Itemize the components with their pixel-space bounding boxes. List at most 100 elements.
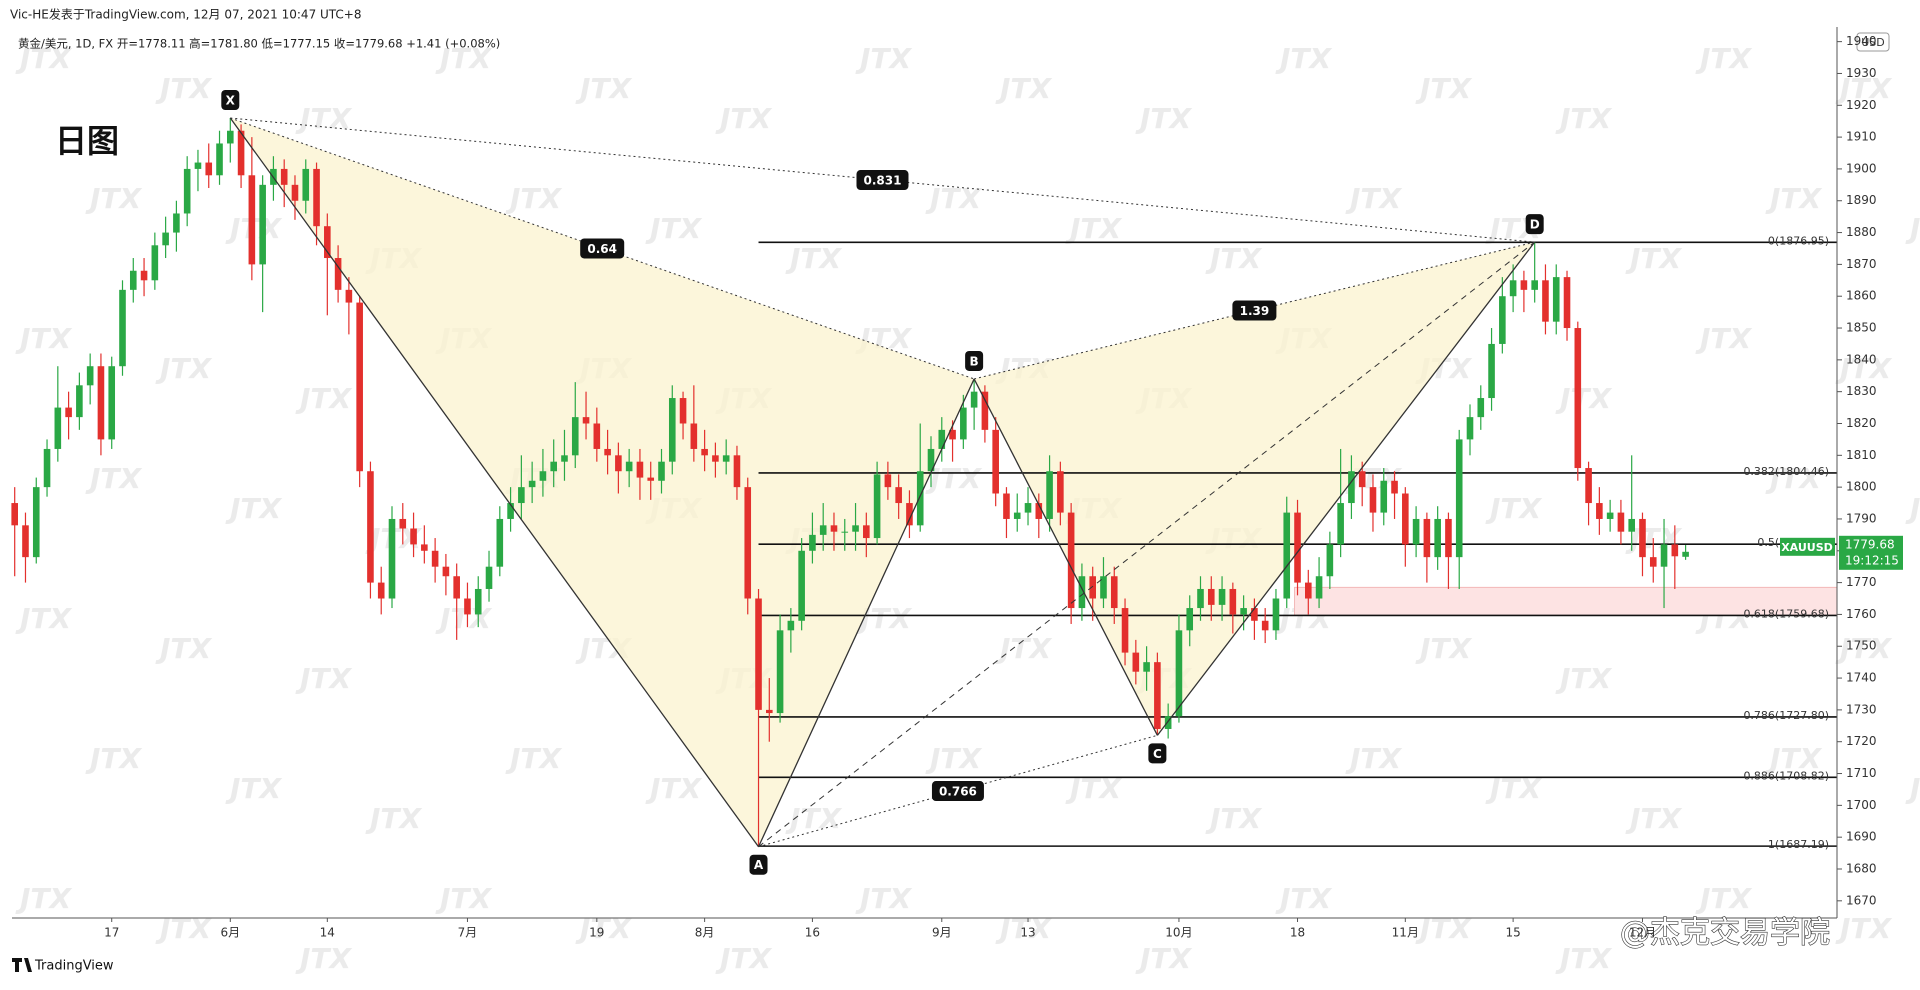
y-tick-label: 1700 bbox=[1846, 798, 1877, 812]
candle-body bbox=[776, 630, 784, 714]
candle-body bbox=[668, 398, 676, 462]
candle-body bbox=[1024, 503, 1032, 513]
y-tick-label: 1930 bbox=[1846, 66, 1877, 80]
candle-body bbox=[625, 461, 633, 472]
candle-body bbox=[593, 423, 601, 449]
watermark: JTX bbox=[85, 742, 143, 775]
candle-body bbox=[798, 550, 805, 621]
candle-body bbox=[1358, 471, 1366, 488]
watermark: JTX bbox=[1905, 492, 1920, 525]
candle-body bbox=[345, 289, 353, 303]
watermark: JTX bbox=[995, 632, 1053, 665]
watermark: JTX bbox=[85, 462, 143, 495]
candle-body bbox=[22, 525, 29, 558]
x-tick-label: 16 bbox=[805, 926, 820, 940]
y-tick-label: 1870 bbox=[1846, 257, 1877, 271]
pattern-leg bbox=[757, 378, 975, 847]
point-label: A bbox=[754, 858, 764, 872]
series-badge bbox=[1780, 537, 1835, 556]
candle-body bbox=[205, 162, 213, 176]
watermark: JTX bbox=[925, 462, 983, 495]
candle-body bbox=[1175, 630, 1183, 717]
candle-body bbox=[1628, 518, 1635, 532]
watermark: JTX bbox=[1485, 492, 1543, 525]
watermark: JTX bbox=[1765, 462, 1823, 495]
candle-body bbox=[1563, 277, 1571, 329]
candle-body bbox=[410, 528, 417, 545]
watermark: JTX bbox=[1345, 742, 1403, 775]
watermark: JTX bbox=[15, 602, 73, 635]
candle-body bbox=[324, 226, 331, 259]
y-tick-label: 1940 bbox=[1846, 34, 1877, 48]
x-tick-label: 9月 bbox=[932, 926, 952, 940]
watermark: JTX bbox=[855, 42, 913, 75]
candle-body bbox=[108, 366, 116, 440]
candle-body bbox=[1132, 652, 1140, 672]
candle-body bbox=[54, 407, 62, 449]
x-tick-label: 14 bbox=[320, 926, 335, 940]
pattern-leg bbox=[973, 378, 1158, 736]
candle-body bbox=[1369, 487, 1377, 513]
y-tick-label: 1860 bbox=[1846, 289, 1877, 303]
candle-body bbox=[647, 477, 655, 481]
candle-body bbox=[1412, 518, 1420, 545]
x-tick-label: 18 bbox=[1290, 926, 1305, 940]
point-label: X bbox=[226, 94, 236, 108]
candle-body bbox=[960, 407, 967, 440]
watermark: JTX bbox=[1205, 802, 1263, 835]
candle-body bbox=[507, 503, 514, 519]
watermark: JTX bbox=[575, 72, 633, 105]
candle-body bbox=[97, 366, 105, 440]
candle-body bbox=[291, 184, 299, 201]
candle-body bbox=[194, 162, 202, 169]
candle-body bbox=[399, 518, 407, 529]
candle-body bbox=[421, 544, 428, 551]
pattern-leg bbox=[1156, 241, 1536, 736]
watermark: JTX bbox=[925, 182, 983, 215]
candle-body bbox=[1434, 518, 1441, 558]
candle-body bbox=[1488, 343, 1495, 399]
watermark: JTX bbox=[225, 772, 283, 805]
candle-body bbox=[162, 232, 169, 246]
candle-body bbox=[615, 455, 622, 472]
x-tick-label: 15 bbox=[1505, 926, 1520, 940]
candle-body bbox=[518, 487, 525, 504]
y-tick-label: 1710 bbox=[1846, 766, 1877, 780]
candle-body bbox=[981, 391, 989, 430]
watermark: JTX bbox=[225, 492, 283, 525]
watermark: JTX bbox=[645, 212, 703, 245]
fib-label: 0.786(1727.80) bbox=[1743, 709, 1829, 722]
watermark: JTX bbox=[1555, 662, 1613, 695]
candle-body bbox=[464, 598, 471, 615]
y-tick-label: 1850 bbox=[1846, 321, 1877, 335]
candle-body bbox=[1305, 582, 1312, 599]
candle-body bbox=[1186, 608, 1194, 631]
candle-body bbox=[852, 525, 859, 532]
ratio-badge bbox=[1232, 300, 1277, 321]
y-tick-label: 1770 bbox=[1846, 575, 1877, 589]
candle-body bbox=[1207, 588, 1215, 605]
x-tick-label: 11月 bbox=[1392, 926, 1419, 940]
watermark: JTX bbox=[1275, 882, 1333, 915]
series-name: XAUUSD bbox=[1781, 541, 1833, 554]
candle-body bbox=[701, 448, 708, 456]
candle-body bbox=[140, 270, 148, 281]
watermark: JTX bbox=[435, 882, 493, 915]
x-tick-label: 10月 bbox=[1165, 926, 1192, 940]
y-tick-label: 1910 bbox=[1846, 130, 1877, 144]
candle-body bbox=[1100, 576, 1107, 599]
candle-body bbox=[1617, 512, 1625, 532]
candle-body bbox=[809, 534, 816, 551]
candle-body bbox=[938, 429, 946, 449]
ratio-label: 0.766 bbox=[939, 785, 977, 799]
candle-body bbox=[302, 168, 310, 201]
candle-body bbox=[733, 455, 741, 488]
candle-body bbox=[1402, 493, 1409, 545]
fib-label: 0(1876.95) bbox=[1768, 234, 1829, 247]
pattern-fill bbox=[230, 118, 975, 847]
candle-body bbox=[43, 448, 51, 488]
fib-label: 0.618(1759.68) bbox=[1743, 607, 1829, 620]
watermark: JTX bbox=[295, 102, 353, 135]
watermark: JTX bbox=[1415, 632, 1473, 665]
